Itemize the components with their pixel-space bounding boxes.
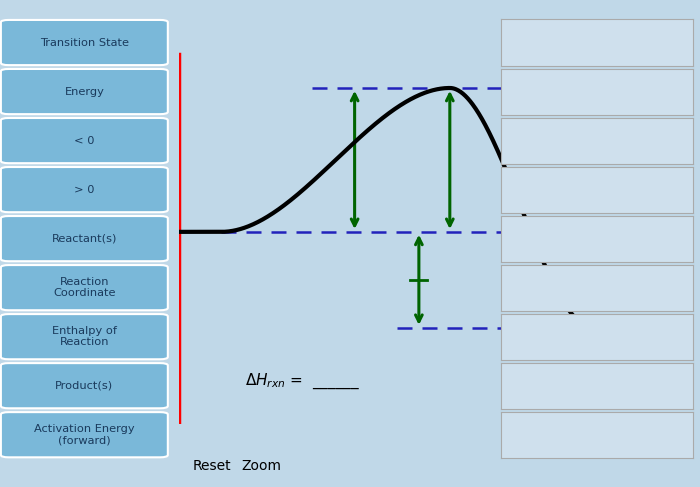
Text: Enthalpy of
Reaction: Enthalpy of Reaction bbox=[52, 326, 117, 348]
Text: Zoom: Zoom bbox=[241, 459, 281, 473]
Text: Energy: Energy bbox=[64, 87, 104, 96]
FancyBboxPatch shape bbox=[1, 314, 168, 359]
Text: Reset: Reset bbox=[193, 459, 231, 473]
Text: $\Delta H_{rxn}$ =  ______: $\Delta H_{rxn}$ = ______ bbox=[245, 372, 360, 391]
FancyBboxPatch shape bbox=[1, 118, 168, 163]
Text: Product(s): Product(s) bbox=[55, 381, 113, 391]
FancyBboxPatch shape bbox=[1, 412, 168, 457]
Text: Reactant(s): Reactant(s) bbox=[52, 234, 117, 244]
Text: Reaction
Coordinate: Reaction Coordinate bbox=[53, 277, 116, 299]
Text: > 0: > 0 bbox=[74, 185, 95, 195]
Text: < 0: < 0 bbox=[74, 135, 95, 146]
Text: Transition State: Transition State bbox=[40, 37, 129, 48]
FancyBboxPatch shape bbox=[1, 363, 168, 408]
FancyBboxPatch shape bbox=[1, 69, 168, 114]
FancyBboxPatch shape bbox=[1, 265, 168, 310]
Text: Activation Energy
(forward): Activation Energy (forward) bbox=[34, 424, 134, 446]
FancyBboxPatch shape bbox=[1, 167, 168, 212]
FancyBboxPatch shape bbox=[1, 216, 168, 261]
FancyBboxPatch shape bbox=[1, 20, 168, 65]
